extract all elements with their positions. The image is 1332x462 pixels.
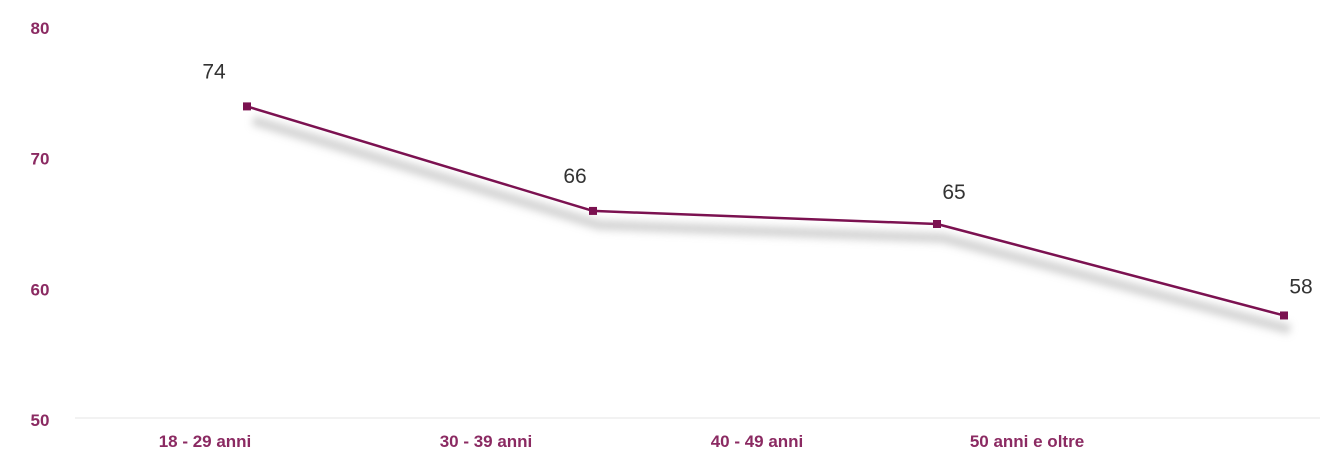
data-point-marker [243, 102, 251, 111]
data-point-marker [589, 206, 597, 215]
data-point-marker [933, 220, 941, 228]
x-tick-label: 40 - 49 anni [711, 432, 804, 451]
x-tick-label: 50 anni e oltre [970, 432, 1084, 451]
x-tick-label: 18 - 29 anni [159, 432, 252, 451]
data-labels: 74 66 65 58 [202, 60, 1312, 298]
series-line [246, 105, 1285, 317]
data-label: 74 [202, 60, 226, 83]
data-point-marker [1280, 311, 1288, 320]
y-tick-label: 60 [31, 280, 50, 299]
data-label: 58 [1289, 275, 1312, 298]
x-tick-label: 30 - 39 anni [440, 432, 533, 451]
x-axis: 18 - 29 anni 30 - 39 anni 40 - 49 anni 50 a… [159, 432, 1084, 451]
y-tick-label: 80 [31, 19, 50, 38]
series-markers [243, 102, 1288, 320]
y-axis: 50 60 70 80 [31, 19, 50, 430]
data-label: 66 [563, 165, 586, 188]
series-line-shadow [251, 115, 1292, 335]
series-shadow [251, 115, 1292, 335]
series-line-group [246, 105, 1285, 317]
data-label: 65 [942, 181, 965, 204]
y-tick-label: 50 [31, 411, 50, 430]
y-tick-label: 70 [31, 150, 50, 169]
